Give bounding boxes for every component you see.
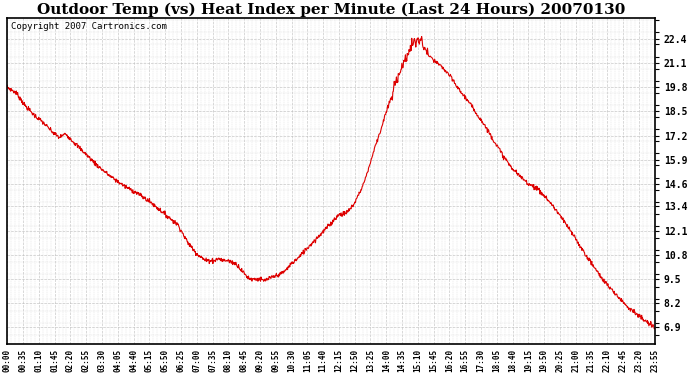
- Text: Copyright 2007 Cartronics.com: Copyright 2007 Cartronics.com: [10, 22, 166, 31]
- Title: Outdoor Temp (vs) Heat Index per Minute (Last 24 Hours) 20070130: Outdoor Temp (vs) Heat Index per Minute …: [37, 3, 625, 17]
